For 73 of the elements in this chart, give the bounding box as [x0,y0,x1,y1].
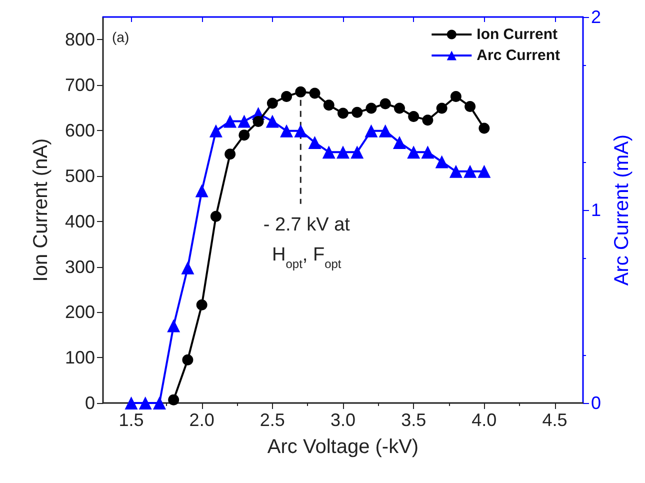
point [266,114,279,128]
x-tick-label: 3.0 [330,410,356,430]
point [364,124,378,138]
point [392,136,406,149]
point [167,319,180,332]
point [394,102,405,114]
y2-tick-label: 2 [591,7,602,27]
point [238,130,250,141]
point [138,396,152,410]
point [421,146,434,159]
point [450,90,462,102]
point [182,354,194,366]
y-tick-label: 300 [64,256,95,277]
point [224,114,237,128]
point [478,122,490,134]
point [196,299,208,310]
point [322,146,336,159]
x-tick-label: 1.5 [118,410,144,430]
point [266,98,278,109]
point [449,164,462,178]
point [168,394,180,406]
point [464,100,476,112]
point [478,164,491,178]
y2-axis-title: Arc Current (mA) [610,134,633,286]
point [152,396,166,410]
annotation: (a) [112,29,130,45]
point [378,124,392,138]
legend-label: Arc Current [476,47,560,64]
point [295,86,306,98]
point [435,155,448,168]
y-tick-label: 100 [64,348,95,368]
point [252,116,264,127]
point [224,148,236,160]
point [352,106,363,118]
point [309,88,320,99]
x-tick-label: 4.0 [472,410,497,430]
point [210,210,222,222]
point [281,90,292,102]
y-tick-label: 500 [64,166,95,186]
y-tick-label: 700 [64,75,95,96]
point [366,102,377,114]
point [209,124,222,138]
x-tick-label: 2.0 [189,410,214,430]
point [338,108,348,119]
point [408,110,420,122]
point [323,100,334,111]
point [436,102,448,114]
point [280,124,294,138]
y-tick-label: 600 [64,120,95,141]
point [422,114,434,126]
y-tick-label: 800 [64,30,95,50]
point [294,124,308,138]
x-tick-label: 4.5 [542,410,568,430]
point [464,164,477,178]
point [350,146,364,159]
point [336,146,350,159]
y-axis-title: Ion Current (nA) [30,138,52,282]
y-tick-label: 0 [84,393,95,413]
legend-label: Ion Current [476,26,558,43]
y2-tick-label: 0 [591,393,602,413]
x-tick-label: 3.5 [401,410,426,430]
x-tick-label: 2.5 [260,410,285,430]
point [124,396,138,410]
y-tick-label: 400 [64,211,95,232]
point [380,98,391,110]
point [407,146,420,159]
x-axis-title: Arc Voltage (-kV) [267,436,419,458]
y-tick-label: 200 [64,302,95,322]
point [181,261,194,274]
point [238,114,251,128]
point [308,136,322,149]
y2-tick-label: 1 [591,200,602,220]
point [195,184,208,198]
